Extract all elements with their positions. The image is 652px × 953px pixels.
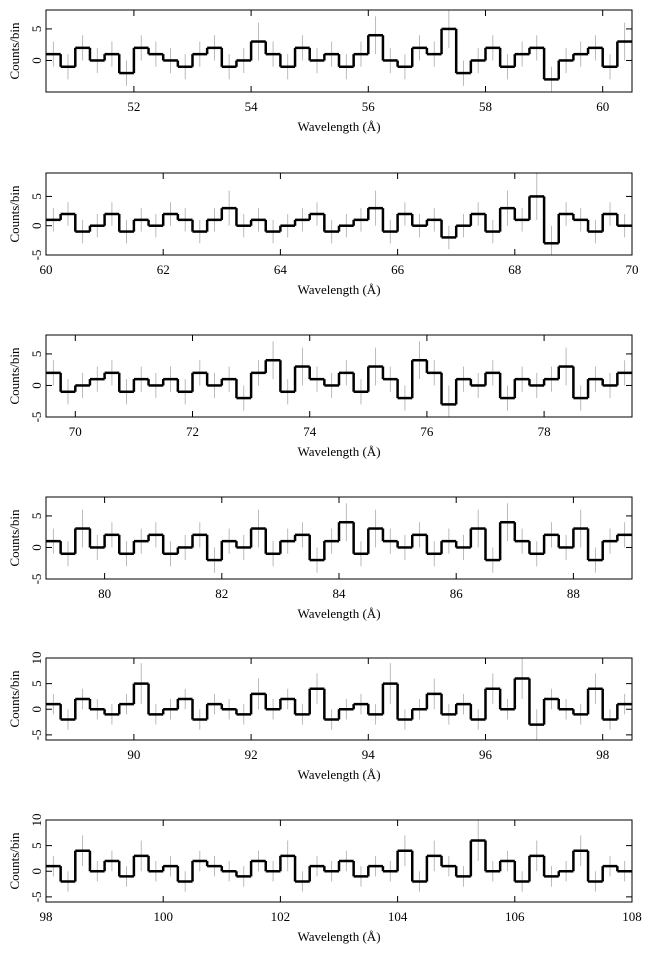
x-axis-label: Wavelength (Å) — [297, 767, 380, 782]
x-tick-label: 60 — [596, 99, 609, 114]
step-risers — [59, 840, 619, 882]
plot-frame — [45, 819, 633, 903]
y-tick-label: 0 — [29, 382, 44, 389]
x-tick-label: 72 — [186, 424, 199, 439]
x-tick-label: 54 — [245, 99, 259, 114]
y-axis-label: Counts/bin — [7, 509, 22, 567]
x-tick-label: 96 — [479, 747, 493, 762]
x-axis-label: Wavelength (Å) — [297, 929, 380, 944]
x-tick-label: 92 — [245, 747, 258, 762]
y-tick-label: -5 — [29, 412, 44, 423]
x-tick-label: 60 — [40, 262, 53, 277]
x-tick-label: 52 — [127, 99, 140, 114]
y-axis-label: Counts/bin — [7, 22, 22, 80]
x-axis-label: Wavelength (Å) — [297, 119, 380, 134]
x-tick-label: 100 — [153, 909, 173, 924]
x-axis-label: Wavelength (Å) — [297, 282, 380, 297]
y-tick-label: 0 — [29, 868, 44, 875]
x-tick-label: 80 — [98, 586, 111, 601]
x-tick-label: 56 — [362, 99, 376, 114]
x-tick-label: 78 — [538, 424, 551, 439]
x-tick-label: 76 — [420, 424, 434, 439]
y-axis-label: Counts/bin — [7, 185, 22, 243]
y-tick-label: 0 — [29, 706, 44, 713]
y-tick-label: 5 — [29, 351, 44, 358]
x-tick-label: 104 — [388, 909, 408, 924]
x-tick-label: 102 — [271, 909, 291, 924]
step-risers — [59, 196, 619, 244]
y-tick-label: 5 — [29, 26, 44, 33]
x-tick-label: 84 — [333, 586, 347, 601]
y-tick-label: -5 — [29, 250, 44, 261]
y-axis-label: Counts/bin — [7, 670, 22, 728]
x-tick-label: 70 — [69, 424, 82, 439]
y-tick-label: 10 — [29, 814, 44, 827]
x-tick-label: 106 — [505, 909, 525, 924]
x-tick-label: 70 — [626, 262, 639, 277]
x-tick-label: 94 — [362, 747, 376, 762]
x-tick-label: 68 — [508, 262, 521, 277]
plot-frame — [45, 9, 633, 93]
x-tick-label: 74 — [303, 424, 317, 439]
x-tick-label: 88 — [567, 586, 580, 601]
y-tick-label: 5 — [29, 193, 44, 200]
x-tick-label: 64 — [274, 262, 288, 277]
plot-frame — [45, 657, 633, 741]
x-tick-label: 86 — [450, 586, 464, 601]
step-risers — [59, 28, 619, 80]
x-axis-label: Wavelength (Å) — [297, 444, 380, 459]
y-tick-label: 10 — [29, 652, 44, 665]
x-tick-label: 108 — [622, 909, 642, 924]
y-tick-label: -5 — [29, 574, 44, 585]
x-tick-label: 98 — [40, 909, 53, 924]
y-tick-label: 0 — [29, 222, 44, 229]
x-tick-label: 98 — [596, 747, 609, 762]
step-risers — [59, 678, 619, 725]
y-tick-label: 0 — [29, 57, 44, 64]
y-tick-label: -5 — [29, 891, 44, 902]
y-tick-label: 5 — [29, 842, 44, 849]
y-axis-label: Counts/bin — [7, 347, 22, 405]
y-axis-label: Counts/bin — [7, 832, 22, 890]
y-tick-label: 5 — [29, 513, 44, 520]
x-axis-label: Wavelength (Å) — [297, 606, 380, 621]
x-tick-label: 90 — [127, 747, 140, 762]
x-tick-label: 66 — [391, 262, 405, 277]
y-tick-label: 5 — [29, 680, 44, 687]
step-risers — [59, 522, 619, 561]
y-tick-label: -5 — [29, 729, 44, 740]
x-tick-label: 82 — [215, 586, 228, 601]
y-tick-label: 0 — [29, 544, 44, 551]
plot-frame — [45, 334, 633, 418]
plot-frame — [45, 172, 633, 256]
x-tick-label: 58 — [479, 99, 492, 114]
step-risers — [59, 360, 619, 405]
x-tick-label: 62 — [157, 262, 170, 277]
